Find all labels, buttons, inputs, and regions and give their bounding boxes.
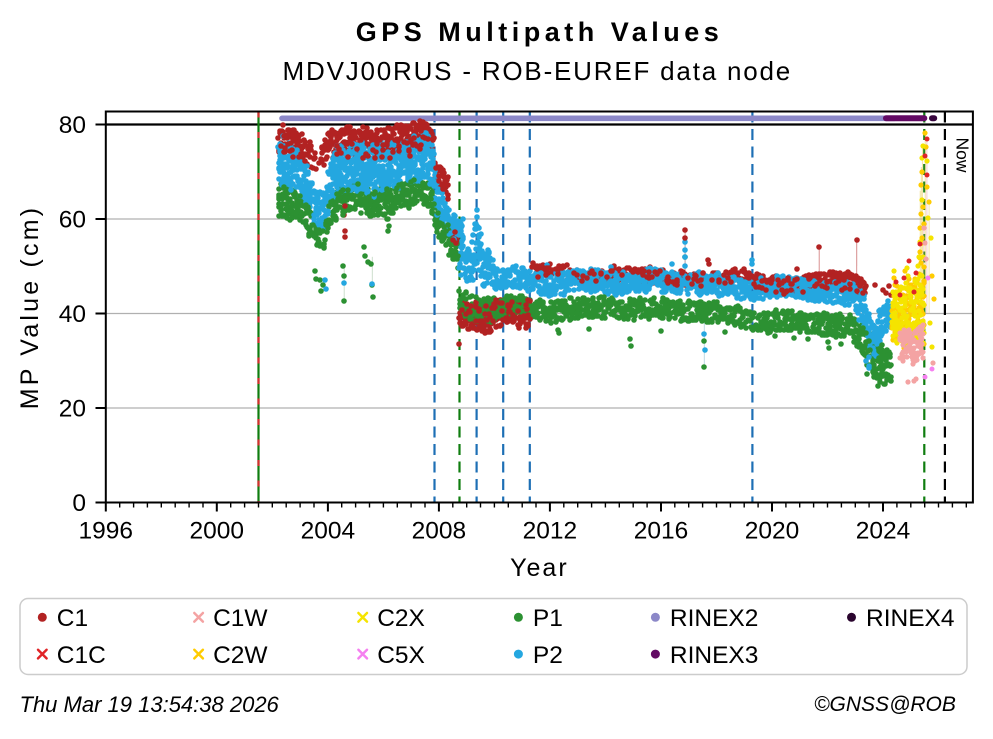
svg-text:©GNSS@ROB: ©GNSS@ROB [814, 693, 956, 716]
svg-text:GPS Multipath Values: GPS Multipath Values [356, 17, 724, 47]
svg-text:MDVJ00RUS - ROB-EUREF data nod: MDVJ00RUS - ROB-EUREF data node [283, 56, 793, 86]
svg-text:1996: 1996 [79, 518, 134, 545]
svg-text:RINEX2: RINEX2 [670, 605, 759, 632]
svg-text:2016: 2016 [634, 518, 689, 545]
svg-text:2004: 2004 [301, 518, 356, 545]
svg-text:MP Value (cm): MP Value (cm) [16, 205, 44, 410]
svg-text:2012: 2012 [523, 518, 578, 545]
svg-text:20: 20 [59, 396, 86, 423]
svg-text:Now: Now [952, 138, 972, 173]
svg-text:C5X: C5X [377, 642, 425, 669]
svg-text:C2W: C2W [213, 642, 268, 669]
svg-text:C1: C1 [57, 605, 88, 632]
svg-text:60: 60 [59, 207, 86, 234]
svg-text:40: 40 [59, 301, 86, 328]
svg-text:0: 0 [72, 490, 86, 517]
svg-text:Thu Mar 19 13:54:38 2026: Thu Mar 19 13:54:38 2026 [20, 692, 280, 717]
svg-text:2024: 2024 [856, 518, 911, 545]
svg-text:RINEX4: RINEX4 [866, 605, 955, 632]
svg-text:2008: 2008 [412, 518, 467, 545]
svg-text:P1: P1 [533, 605, 563, 632]
svg-text:C2X: C2X [377, 605, 425, 632]
svg-text:80: 80 [59, 112, 86, 139]
svg-text:2020: 2020 [745, 518, 800, 545]
svg-text:C1W: C1W [213, 605, 268, 632]
svg-text:C1C: C1C [57, 642, 106, 669]
svg-text:RINEX3: RINEX3 [670, 642, 759, 669]
svg-text:P2: P2 [533, 642, 563, 669]
svg-text:2000: 2000 [190, 518, 245, 545]
svg-text:Year: Year [510, 554, 569, 582]
